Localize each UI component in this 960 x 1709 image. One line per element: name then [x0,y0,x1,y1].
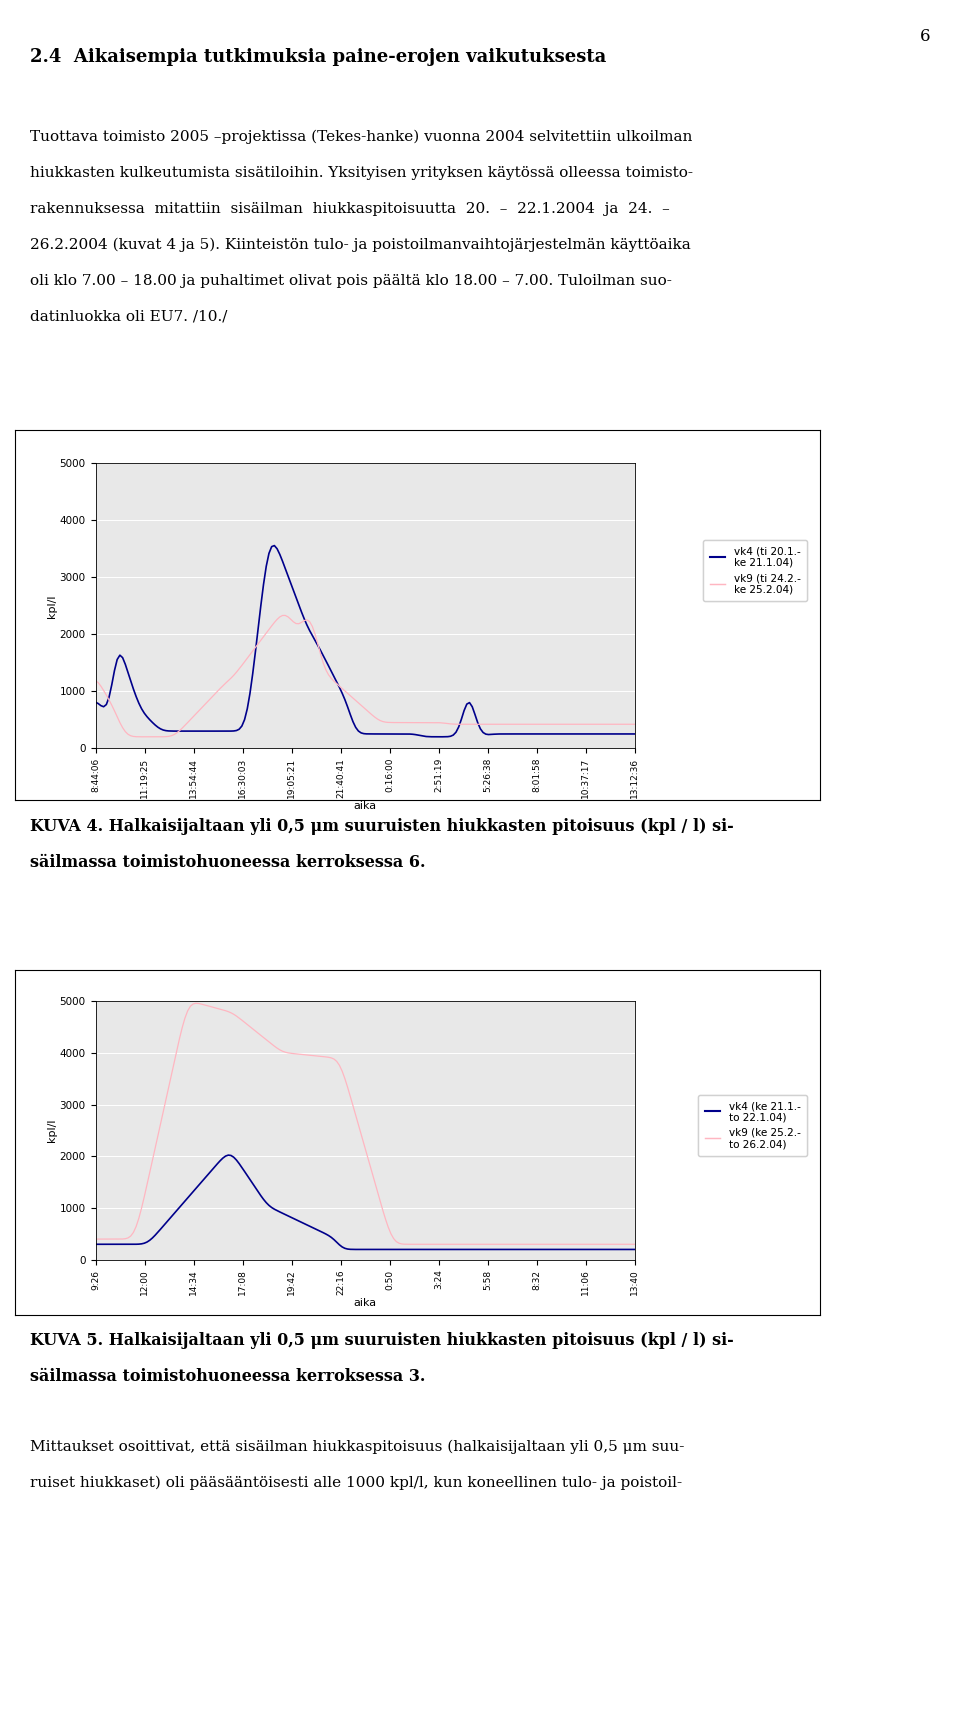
Text: KUVA 4. Halkaisijaltaan yli 0,5 μm suuruisten hiukkasten pitoisuus (kpl / l) si-: KUVA 4. Halkaisijaltaan yli 0,5 μm suuru… [30,819,733,836]
Text: KUVA 5. Halkaisijaltaan yli 0,5 μm suuruisten hiukkasten pitoisuus (kpl / l) si-: KUVA 5. Halkaisijaltaan yli 0,5 μm suuru… [30,1331,733,1348]
Text: 26.2.2004 (kuvat 4 ja 5). Kiinteistön tulo- ja poistoilmanvaihtojärjestelmän käy: 26.2.2004 (kuvat 4 ja 5). Kiinteistön tu… [30,238,691,253]
Text: säilmassa toimistohuoneessa kerroksessa 6.: säilmassa toimistohuoneessa kerroksessa … [30,854,425,872]
Text: 6: 6 [920,27,930,44]
Text: oli klo 7.00 – 18.00 ja puhaltimet olivat pois päältä klo 18.00 – 7.00. Tuloilma: oli klo 7.00 – 18.00 ja puhaltimet oliva… [30,273,672,289]
Legend: vk4 (ke 21.1.-
to 22.1.04), vk9 (ke 25.2.-
to 26.2.04): vk4 (ke 21.1.- to 22.1.04), vk9 (ke 25.2… [699,1095,806,1155]
Text: hiukkasten kulkeutumista sisätiloihin. Yksityisen yrityksen käytössä olleessa to: hiukkasten kulkeutumista sisätiloihin. Y… [30,166,693,179]
Legend: vk4 (ti 20.1.-
ke 21.1.04), vk9 (ti 24.2.-
ke 25.2.04): vk4 (ti 20.1.- ke 21.1.04), vk9 (ti 24.2… [704,540,806,602]
Text: säilmassa toimistohuoneessa kerroksessa 3.: säilmassa toimistohuoneessa kerroksessa … [30,1367,425,1384]
Text: ruiset hiukkaset) oli pääsääntöisesti alle 1000 kpl/l, kun koneellinen tulo- ja : ruiset hiukkaset) oli pääsääntöisesti al… [30,1477,683,1490]
Text: rakennuksessa  mitattiin  sisäilman  hiukkaspitoisuutta  20.  –  22.1.2004  ja  : rakennuksessa mitattiin sisäilman hiukka… [30,202,670,215]
Text: Tuottava toimisto 2005 –projektissa (Tekes-hanke) vuonna 2004 selvitettiin ulkoi: Tuottava toimisto 2005 –projektissa (Tek… [30,130,692,144]
Text: datinluokka oli EU7. /10./: datinluokka oli EU7. /10./ [30,309,228,325]
Text: 2.4  Aikaisempia tutkimuksia paine-erojen vaikutuksesta: 2.4 Aikaisempia tutkimuksia paine-erojen… [30,48,607,67]
Text: Mittaukset osoittivat, että sisäilman hiukkaspitoisuus (halkaisijaltaan yli 0,5 : Mittaukset osoittivat, että sisäilman hi… [30,1441,684,1454]
